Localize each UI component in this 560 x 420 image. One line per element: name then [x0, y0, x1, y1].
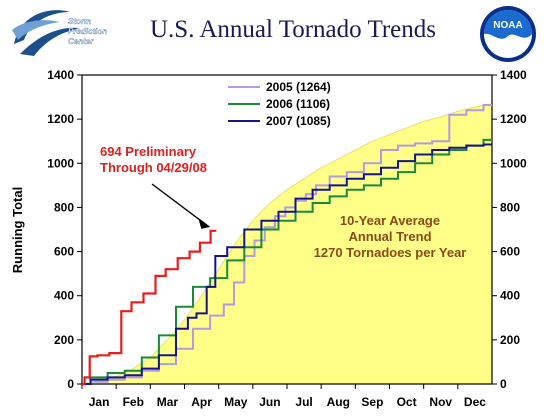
- x-tick-label-mar: Mar: [157, 395, 179, 409]
- average-annotation-line-1: 10-Year Average: [340, 213, 440, 228]
- spc-swirl-icon: Storm Prediction Center: [12, 10, 107, 56]
- noaa-globe-icon: NOAA: [480, 6, 536, 62]
- x-tick-label-aug: Aug: [327, 395, 350, 409]
- chart-title: U.S. Annual Tornado Trends: [149, 16, 436, 43]
- preliminary-line: [82, 229, 217, 386]
- x-tick-label-feb: Feb: [123, 395, 144, 409]
- x-tick-label-jun: Jun: [259, 395, 280, 409]
- y-tick-label-left: 1400: [47, 68, 74, 82]
- spc-logo-line-3: Center: [68, 37, 94, 46]
- y-tick-label-right: 800: [500, 200, 520, 214]
- y-tick-label-right: 0: [500, 377, 507, 391]
- series-line-3: [82, 143, 492, 385]
- average-area: [81, 103, 493, 385]
- y-tick-label-right: 200: [500, 333, 520, 347]
- x-tick-label-may: May: [224, 395, 248, 409]
- x-tick-label-apr: Apr: [191, 395, 212, 409]
- y-tick-label-right: 1000: [500, 156, 527, 170]
- preliminary-annotation-line-1: 694 Preliminary: [100, 144, 197, 159]
- series-line-2: [82, 138, 492, 385]
- legend-label-2: 2006 (1106): [266, 97, 330, 111]
- x-tick-label-dec: Dec: [464, 395, 486, 409]
- average-annotation-line-2: Annual Trend: [348, 229, 431, 244]
- y-tick-label-left: 600: [54, 245, 74, 259]
- y-tick-label-right: 400: [500, 289, 520, 303]
- x-tick-label-jan: Jan: [89, 395, 110, 409]
- preliminary-annotation-line-2: Through 04/29/08: [100, 160, 207, 175]
- x-tick-label-oct: Oct: [397, 395, 417, 409]
- spc-logo-line-2: Prediction: [68, 27, 107, 36]
- legend-label-1: 2005 (1264): [266, 80, 331, 94]
- average-annotation-line-3: 1270 Tornadoes per Year: [314, 245, 467, 260]
- y-tick-label-right: 600: [500, 245, 520, 259]
- x-tick-label-nov: Nov: [429, 395, 452, 409]
- y-tick-label-left: 200: [54, 333, 74, 347]
- y-tick-label-left: 1200: [47, 112, 74, 126]
- y-tick-label-right: 1400: [500, 68, 527, 82]
- y-tick-label-left: 0: [67, 377, 74, 391]
- preliminary-arrow-shaft: [151, 183, 207, 226]
- spc-logo-line-1: Storm: [68, 17, 91, 26]
- preliminary-arrow-head: [198, 217, 211, 229]
- header: Storm Prediction Center U.S. Annual Torn…: [0, 0, 560, 62]
- x-tick-label-sep: Sep: [361, 395, 383, 409]
- y-tick-label-left: 800: [54, 200, 74, 214]
- legend: 2005 (1264) 2006 (1106) 2007 (1085): [228, 80, 331, 128]
- y-axis-title: Running Total: [10, 187, 25, 273]
- legend-label-3: 2007 (1085): [266, 114, 331, 128]
- x-tick-label-jul: Jul: [295, 395, 312, 409]
- y-tick-label-left: 1000: [47, 156, 74, 170]
- y-tick-label-left: 400: [54, 289, 74, 303]
- noaa-logo-text: NOAA: [493, 20, 522, 31]
- y-tick-label-right: 1200: [500, 112, 527, 126]
